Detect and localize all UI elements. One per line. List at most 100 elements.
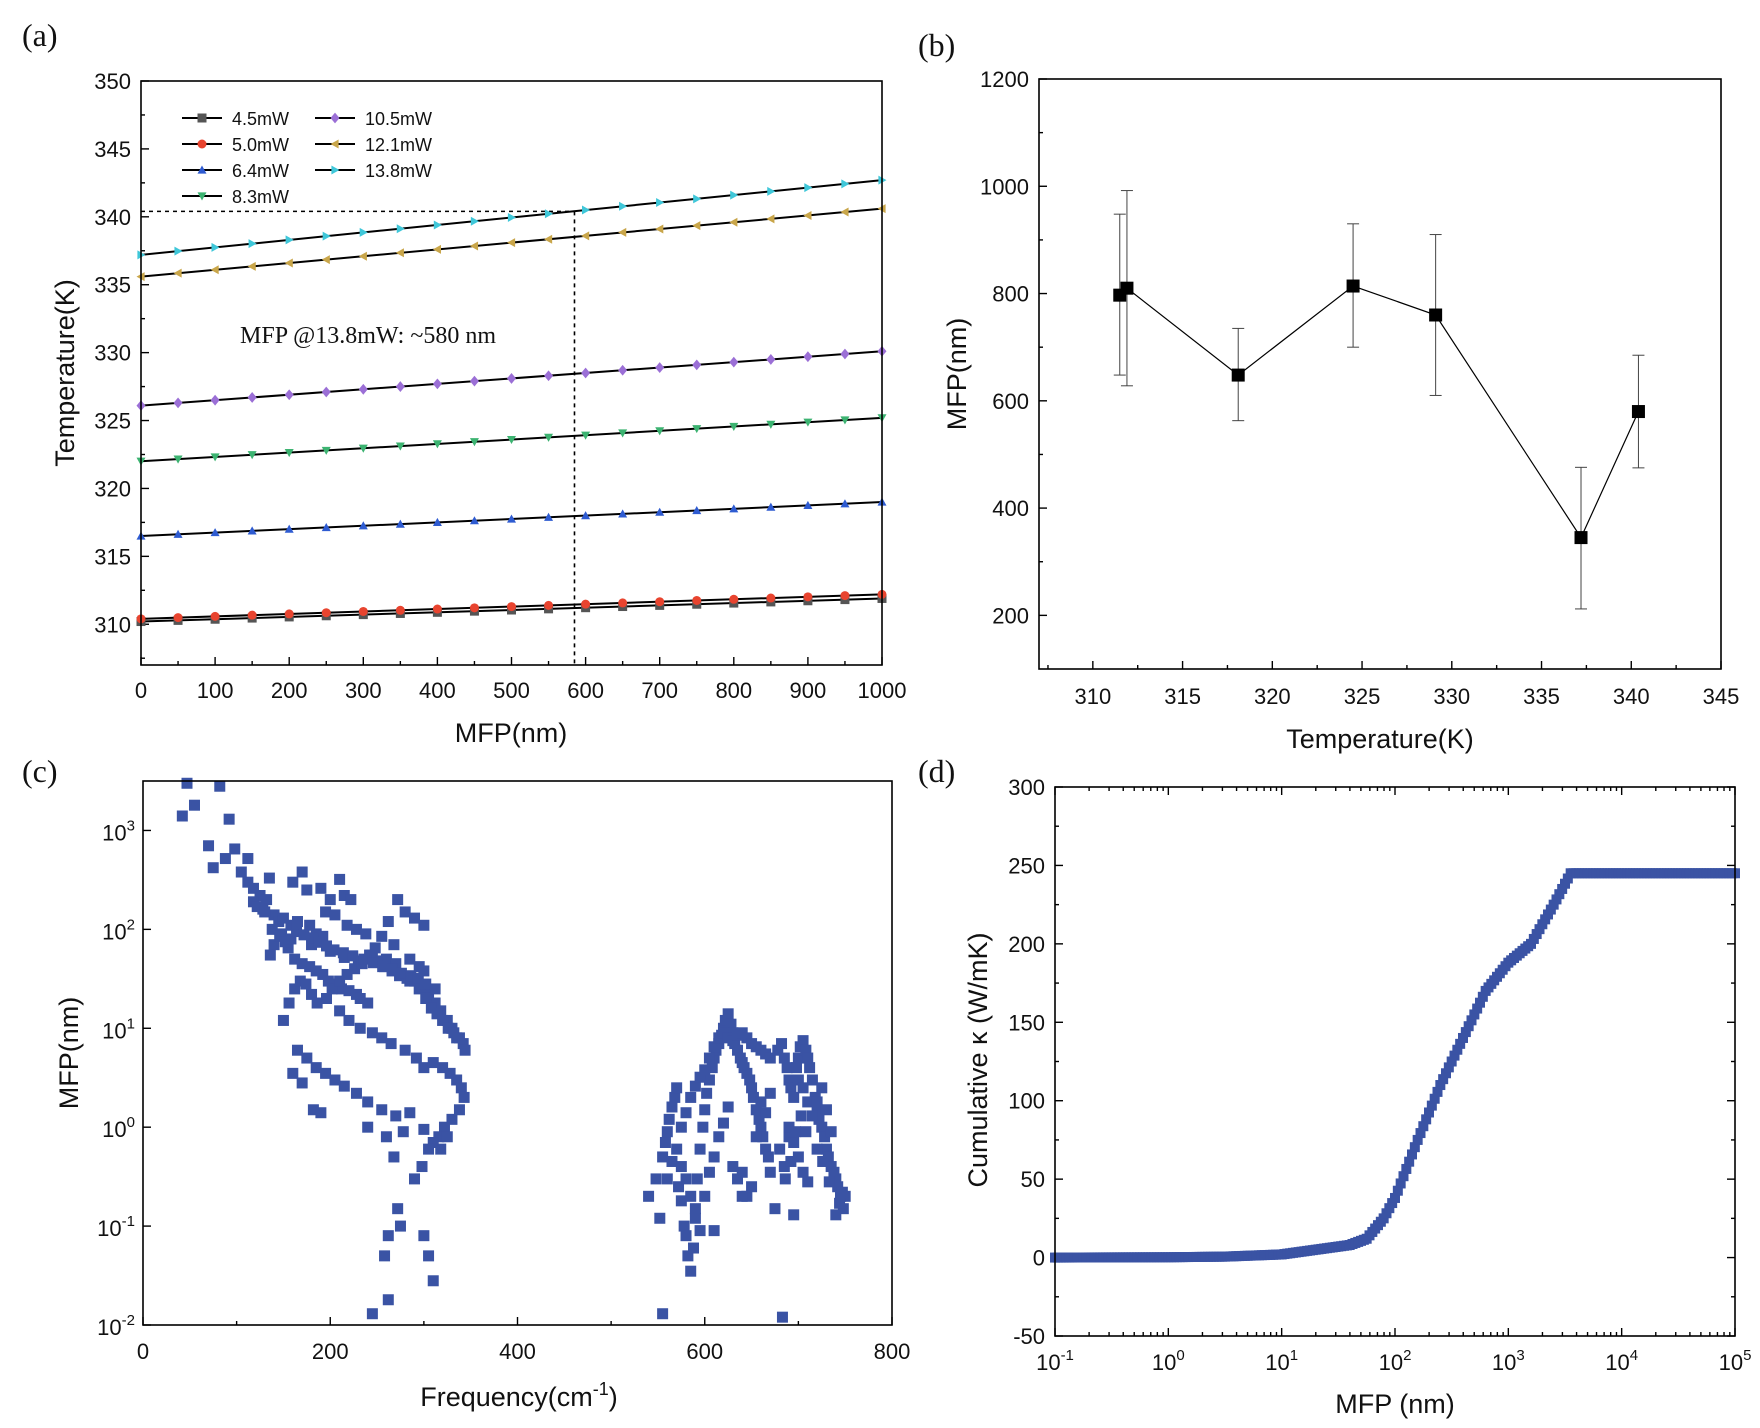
data-point [334, 873, 346, 885]
series-12.1mW [136, 204, 886, 282]
data-point [725, 1018, 737, 1030]
y-tick-label-d: 0 [1033, 1246, 1045, 1271]
data-point [458, 1091, 470, 1103]
y-tick-label-b: 1000 [980, 174, 1029, 199]
data-point [203, 840, 215, 852]
data-point [334, 975, 346, 987]
data-point [210, 394, 220, 406]
data-point [441, 1131, 453, 1143]
data-point [284, 524, 294, 533]
data-point [358, 606, 368, 616]
data-point [797, 1166, 809, 1178]
data-point [671, 1082, 683, 1094]
data-point [210, 453, 220, 462]
data-point [396, 224, 405, 234]
data-point [736, 1166, 748, 1178]
data-point [321, 255, 330, 265]
data-point [247, 392, 257, 403]
data-point [399, 1044, 411, 1056]
data-point [841, 179, 850, 189]
data-point [282, 942, 294, 954]
data-point [418, 1230, 430, 1242]
data-point [776, 1038, 788, 1050]
data-point [741, 1032, 753, 1044]
data-point [1398, 1171, 1409, 1182]
data-point [469, 241, 479, 251]
data-point [306, 988, 318, 1000]
data-point [364, 949, 376, 961]
panel-label-d: (d) [918, 753, 955, 789]
point-marker [1346, 279, 1360, 293]
y-tick-label-c: 103 [102, 817, 135, 845]
data-point [321, 992, 333, 1004]
data-point [247, 882, 259, 894]
data-point [248, 239, 257, 249]
data-point [376, 1032, 388, 1044]
data-point [803, 592, 813, 602]
data-point [785, 1082, 797, 1094]
data-point [173, 529, 183, 538]
panel-label-a: (a) [22, 17, 58, 53]
data-point [659, 1137, 671, 1149]
data-point [825, 1126, 837, 1138]
data-point [1469, 1009, 1480, 1020]
data-point [425, 1002, 437, 1014]
data-point [703, 1052, 715, 1064]
plot-frame-a [140, 80, 883, 666]
data-point [840, 499, 850, 508]
data-point [291, 1044, 303, 1056]
data-point [1562, 873, 1573, 884]
y-tick-label-c: 100 [102, 1114, 135, 1142]
data-point [358, 251, 367, 261]
data-point [1449, 1050, 1460, 1061]
data-point [764, 1052, 776, 1064]
data-point [766, 420, 776, 429]
data-point [680, 1173, 692, 1185]
data-point [692, 506, 702, 515]
y-tick-label-d: 100 [1008, 1089, 1045, 1114]
data-point [268, 909, 280, 921]
data-point [840, 207, 849, 217]
x-tick-label-b: 325 [1344, 684, 1381, 709]
data-point [287, 1067, 299, 1079]
data-point [618, 364, 628, 376]
legend-marker [331, 165, 340, 175]
data-point [1231, 327, 1245, 422]
data-point [581, 367, 591, 379]
data-point [1392, 1185, 1403, 1196]
connecting-line [1119, 285, 1639, 539]
data-point [661, 1126, 673, 1138]
data-point [757, 1131, 769, 1143]
legend-marker [197, 165, 207, 174]
data-point [367, 957, 379, 969]
y-tick-label-d: 300 [1008, 775, 1045, 800]
data-point [790, 1126, 802, 1138]
legend-label: 12.1mW [365, 135, 432, 155]
data-point [666, 1101, 678, 1113]
data-point [427, 1137, 439, 1149]
data-point [783, 1121, 795, 1133]
data-point [1421, 1114, 1432, 1125]
data-point [310, 1062, 322, 1074]
data-point [380, 953, 392, 965]
data-point [811, 1104, 823, 1116]
data-point [470, 216, 479, 226]
panel-a: (a) 0 100 200 300 400 500 600 700 800 900 1000 310 3… [22, 17, 906, 748]
data-point [277, 912, 289, 924]
data-point [746, 1181, 758, 1193]
data-point [685, 1190, 697, 1202]
data-point [741, 1067, 753, 1079]
data-point [840, 348, 850, 360]
data-point [1426, 1100, 1437, 1111]
data-point [174, 246, 183, 256]
data-point [420, 992, 432, 1004]
data-point [717, 1117, 729, 1129]
data-point [369, 942, 381, 954]
x-tick-label-a: 700 [641, 678, 678, 703]
y-tick-label-a: 350 [94, 69, 131, 94]
data-point [1381, 1208, 1392, 1219]
data-point [350, 1087, 362, 1099]
data-point [322, 231, 331, 241]
data-point [173, 268, 182, 278]
x-axis-label-b: Temperature(K) [1286, 724, 1474, 754]
